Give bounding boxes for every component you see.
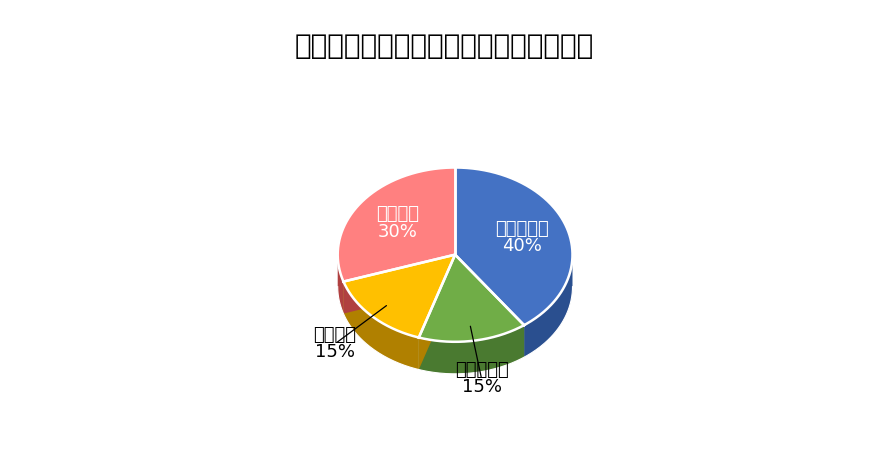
- Polygon shape: [456, 168, 573, 325]
- Polygon shape: [456, 255, 524, 357]
- Text: 15%: 15%: [462, 378, 502, 396]
- Text: 治療外要因: 治療外要因: [496, 219, 549, 237]
- Polygon shape: [344, 255, 456, 314]
- Polygon shape: [419, 255, 524, 342]
- Polygon shape: [419, 255, 456, 370]
- Text: プラシーボ: プラシーボ: [455, 361, 509, 379]
- Text: カウンセリングの効果を見る４つの要因: カウンセリングの効果を見る４つの要因: [295, 32, 593, 61]
- Text: 30%: 30%: [378, 223, 418, 241]
- Polygon shape: [337, 168, 456, 281]
- Polygon shape: [344, 281, 419, 370]
- Polygon shape: [419, 325, 524, 374]
- Polygon shape: [344, 255, 456, 338]
- Polygon shape: [419, 255, 456, 370]
- Text: 15%: 15%: [314, 343, 354, 361]
- Polygon shape: [456, 255, 524, 357]
- Polygon shape: [524, 255, 573, 357]
- Text: 40%: 40%: [502, 237, 542, 255]
- Text: 技法効果: 技法効果: [313, 326, 356, 344]
- Text: 治療関係: 治療関係: [377, 205, 420, 223]
- Polygon shape: [337, 255, 344, 314]
- Polygon shape: [344, 255, 456, 314]
